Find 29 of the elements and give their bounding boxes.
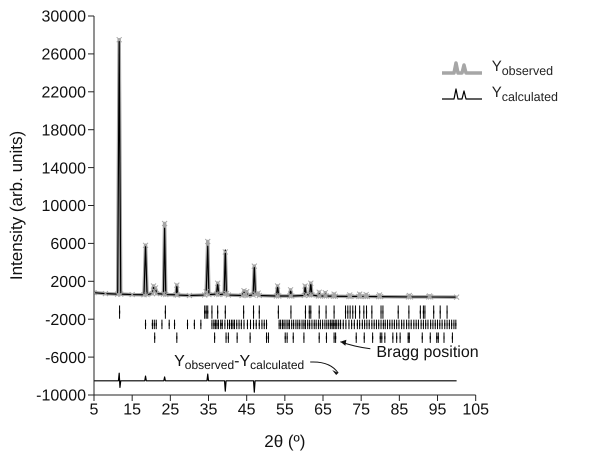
x-tick-label: 65 [314, 401, 332, 418]
annotation: Y$_{observed}$-Y$_{calculated}$ [174, 353, 304, 372]
x-tick-label: 35 [200, 401, 218, 418]
y-tick-label: 30000 [42, 8, 86, 26]
y-tick-label: 22000 [42, 84, 86, 102]
y-axis-title: Intensity (arb. units) [7, 130, 26, 280]
x-tick-label: 15 [123, 401, 142, 418]
legend-label: Y$_{calculated}$ [492, 84, 558, 104]
x-tick-label: 55 [276, 401, 294, 418]
x-tick-label: 25 [161, 401, 180, 418]
legend-label: Y$_{observed}$ [492, 58, 554, 78]
x-tick-label: 45 [238, 401, 256, 418]
x-tick-label: 105 [462, 401, 490, 418]
y-tick-label: 2000 [50, 274, 86, 291]
y-tick-label: -6000 [45, 350, 86, 367]
x-tick-label: 5 [90, 401, 99, 418]
x-tick-label: 85 [390, 401, 408, 418]
line-series [94, 372, 458, 393]
y-tick-label: -2000 [45, 312, 86, 329]
annotation: Bragg position [376, 344, 479, 361]
y-tick-label: 6000 [50, 236, 86, 254]
y-tick-label: 18000 [42, 122, 86, 140]
y-tick-label: 14000 [42, 160, 86, 178]
x-axis-title: 2θ (º) [264, 432, 306, 451]
y-tick-label: 10000 [42, 198, 86, 216]
x-tick-label: 75 [352, 401, 370, 418]
y-tick-label: 26000 [42, 46, 86, 64]
y-tick-label: -10000 [36, 388, 86, 405]
x-tick-label: 95 [428, 401, 447, 418]
